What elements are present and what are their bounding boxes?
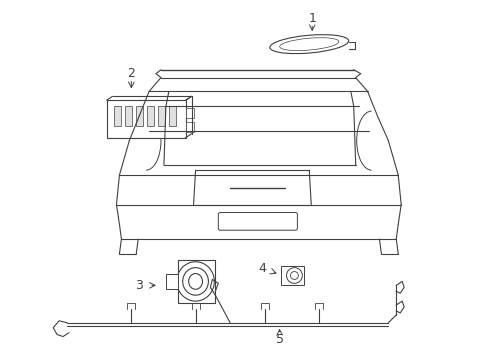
Bar <box>168 106 175 126</box>
Bar <box>106 100 185 138</box>
Bar <box>165 274 178 289</box>
Bar <box>136 106 143 126</box>
Bar <box>147 106 154 126</box>
Bar <box>125 106 132 126</box>
Bar <box>185 122 193 132</box>
Text: 1: 1 <box>307 12 316 25</box>
Bar <box>114 106 121 126</box>
Bar <box>185 108 193 118</box>
Text: 3: 3 <box>135 279 143 292</box>
Ellipse shape <box>269 35 348 54</box>
Bar <box>158 106 164 126</box>
Text: 2: 2 <box>127 67 135 80</box>
Ellipse shape <box>290 271 298 279</box>
Text: 5: 5 <box>275 333 283 346</box>
Bar <box>280 266 304 285</box>
Bar <box>178 260 215 303</box>
Text: 4: 4 <box>258 262 266 275</box>
FancyBboxPatch shape <box>218 212 297 230</box>
Ellipse shape <box>279 38 338 50</box>
Ellipse shape <box>286 267 302 283</box>
Ellipse shape <box>188 274 202 289</box>
Ellipse shape <box>177 262 214 301</box>
Ellipse shape <box>183 267 208 295</box>
